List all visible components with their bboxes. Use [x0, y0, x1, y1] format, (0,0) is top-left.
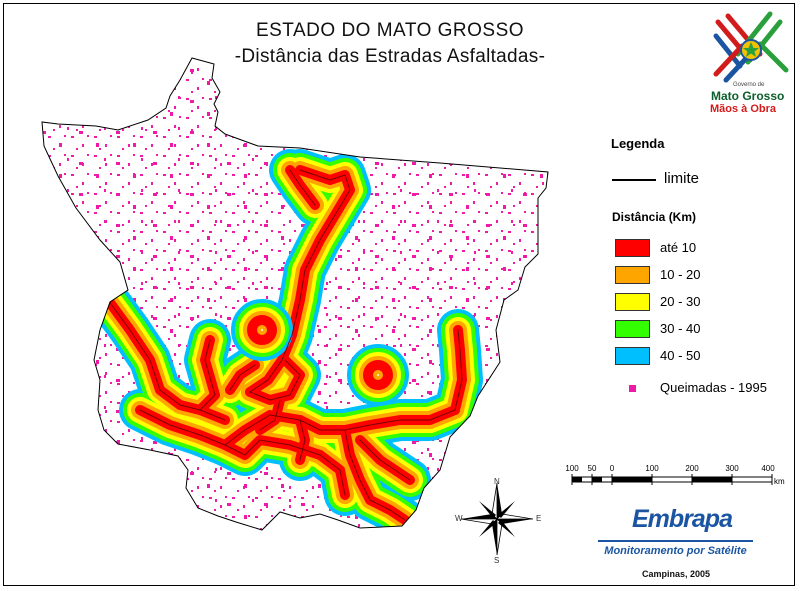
map-title: ESTADO DO MATO GROSSO: [255, 20, 525, 41]
paved-road-line: [454, 329, 463, 411]
map-subtitle: -Distância das Estradas Asfaltadas-: [234, 46, 546, 67]
logo-slogan: Mãos à Obra: [710, 103, 777, 115]
legend-swatch: [615, 239, 650, 257]
compass-rose: [460, 482, 534, 556]
paved-road-line: [319, 454, 346, 496]
monitoring-banner: Monitoramento por Satélite: [598, 540, 753, 564]
distance-title: Distância (Km): [612, 210, 697, 224]
legend-swatch: [615, 293, 650, 311]
paved-road-line: [359, 439, 411, 481]
road-distance-buffers: [87, 149, 483, 530]
road-buffer-band: [295, 415, 310, 465]
paved-road-line: [299, 419, 306, 461]
legend-swatch: [615, 266, 650, 284]
legend-title: Legenda: [611, 136, 665, 151]
compass-west-label: W: [455, 514, 463, 523]
scale-tick-label: 0: [609, 464, 615, 473]
logo-small-text: Governo de: [733, 82, 765, 88]
scale-tick-label: 400: [761, 464, 775, 473]
scale-tick-label: 100: [645, 464, 659, 473]
legend-class-label: até 10: [660, 240, 697, 255]
legend-swatch: [615, 320, 650, 338]
state-boundary: [41, 57, 549, 531]
scale-tick-label: 50: [587, 464, 597, 473]
legend-swatch: [615, 347, 650, 365]
scale-tick-label: 200: [685, 464, 699, 473]
logo-name: Mato Grosso: [711, 89, 785, 103]
paved-road-line: [344, 429, 406, 521]
paved-road-line: [224, 439, 321, 456]
scale-tick-label: 100: [565, 464, 579, 473]
paved-road-line: [259, 399, 281, 431]
limit-label: limite: [664, 170, 700, 187]
legend-class-label: 20 - 30: [660, 294, 701, 309]
monitoring-text: Monitoramento por Satélite: [604, 545, 747, 557]
scale-unit: km: [774, 477, 785, 486]
compass-south-label: S: [494, 556, 500, 565]
scale-bar: [571, 474, 773, 485]
paved-road-line: [249, 169, 351, 393]
road-buffer-loop: [247, 315, 277, 345]
place-date: Campinas, 2005: [642, 569, 711, 579]
paved-road-line: [229, 364, 256, 391]
embrapa-logo-text: Embrapa: [632, 505, 733, 533]
fires-symbol: [629, 385, 636, 392]
mato-grosso-logo-mark: [713, 11, 789, 83]
scale-tick-label: 300: [725, 464, 739, 473]
paved-road-line: [249, 359, 301, 401]
compass-north-label: N: [494, 477, 500, 486]
legend-class-label: 40 - 50: [660, 348, 701, 363]
fires-label: Queimadas - 1995: [660, 380, 767, 395]
limit-line-symbol: [612, 179, 656, 181]
road-buffer-loop: [363, 360, 393, 390]
legend-class-label: 10 - 20: [660, 267, 701, 282]
legend-class-label: 30 - 40: [660, 321, 701, 336]
paved-road-line: [199, 339, 216, 411]
paved-road-line: [289, 169, 316, 206]
compass-east-label: E: [536, 514, 542, 523]
